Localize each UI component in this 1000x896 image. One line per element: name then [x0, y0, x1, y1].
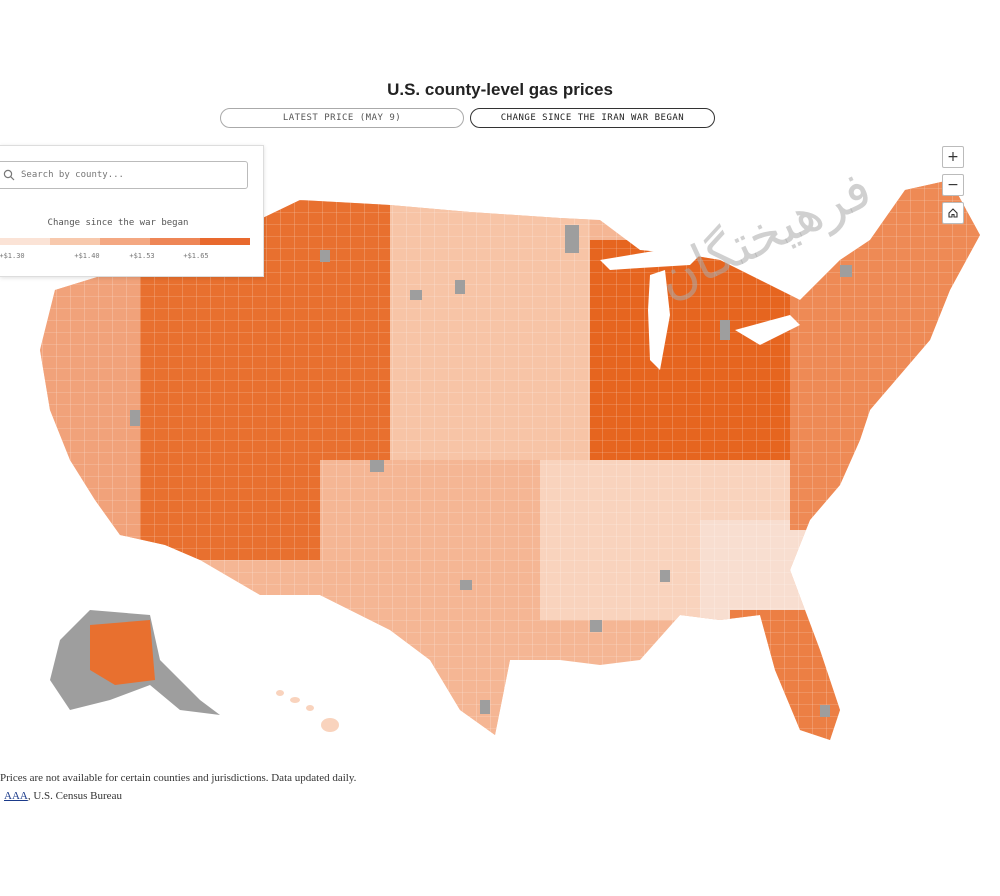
legend-tick: +$1.30	[0, 252, 25, 260]
legend-color-bar	[0, 238, 250, 245]
legend-tick: +$1.53	[129, 252, 155, 260]
zoom-in-button[interactable]: +	[942, 146, 964, 168]
zoom-out-button[interactable]: −	[942, 174, 964, 196]
aaa-source-link[interactable]: AAA	[4, 790, 28, 802]
legend-swatch	[150, 238, 200, 245]
search-input[interactable]	[19, 170, 223, 180]
view-toggle: LATEST PRICE (MAY 9) CHANGE SINCE THE IR…	[0, 108, 1000, 130]
hawaii[interactable]	[276, 690, 339, 732]
footer-source: AAA, U.S. Census Bureau	[4, 790, 122, 802]
legend-tick: +$1.40	[74, 252, 100, 260]
legend-title: Change since the war began	[47, 218, 189, 228]
search-icon	[0, 165, 19, 185]
lake-superior	[600, 250, 700, 270]
legend-swatch	[100, 238, 150, 245]
search-box[interactable]	[0, 161, 248, 189]
lake-erie	[735, 315, 800, 345]
alaska[interactable]	[50, 610, 220, 715]
legend-tick: +$1.65	[183, 252, 209, 260]
reset-view-button[interactable]	[942, 202, 964, 224]
home-icon	[948, 208, 958, 218]
legend-swatch	[0, 238, 50, 245]
no-data-counties	[130, 225, 852, 717]
footer-note: Prices are not available for certain cou…	[0, 772, 357, 784]
legend-swatch	[50, 238, 100, 245]
lake-michigan	[648, 270, 670, 370]
latest-price-toggle[interactable]: LATEST PRICE (MAY 9)	[220, 108, 464, 128]
search-legend-panel: Change since the war began +$1.30 +$1.40…	[0, 145, 264, 277]
footer-source-rest: , U.S. Census Bureau	[27, 790, 122, 802]
change-since-war-toggle[interactable]: CHANGE SINCE THE IRAN WAR BEGAN	[470, 108, 715, 128]
legend-swatch	[200, 238, 250, 245]
map-title: U.S. county-level gas prices	[387, 80, 613, 99]
